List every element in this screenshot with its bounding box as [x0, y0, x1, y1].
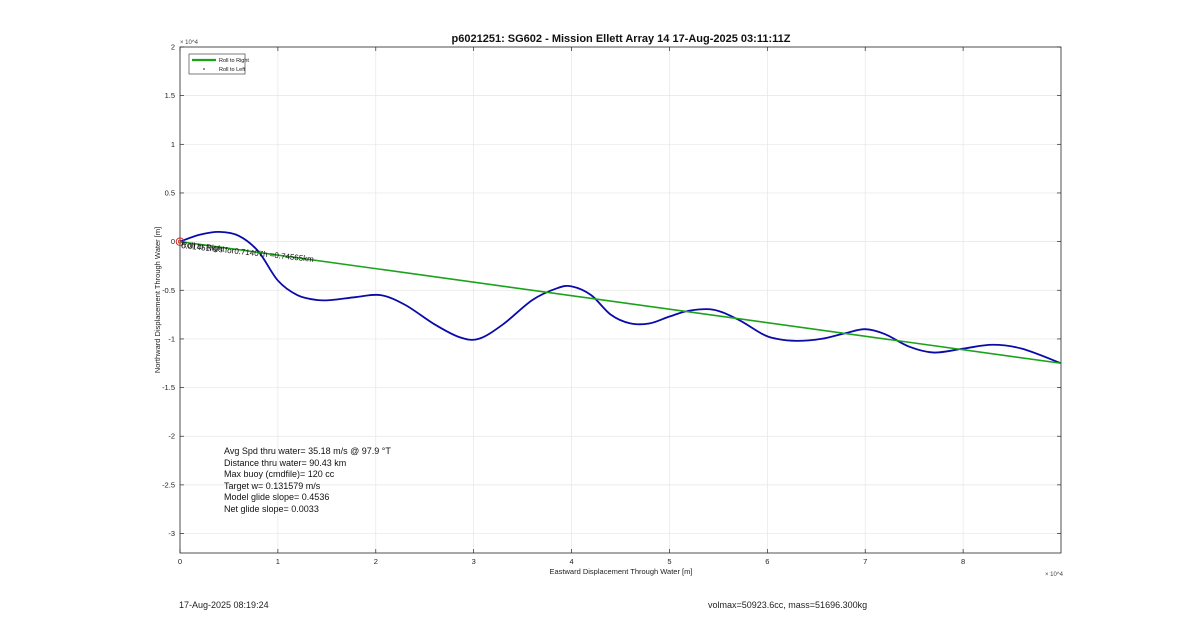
- stat-model-glide: Model glide slope= 0.4536: [224, 492, 330, 503]
- start-marker-inner: [177, 239, 182, 244]
- x-axis-label: Eastward Displacement Through Water [m]: [550, 567, 693, 576]
- y-tick-label: -2: [168, 432, 175, 441]
- y-axis-exponent: × 10^4: [180, 40, 199, 46]
- y-tick-label: 1.5: [165, 91, 175, 100]
- stat-avg-speed: Avg Spd thru water= 35.18 m/s @ 97.9 °T: [224, 446, 391, 456]
- y-tick-label: 0: [171, 237, 175, 246]
- legend: Roll to Right Roll to Left: [188, 53, 249, 75]
- stats-panel: Avg Spd thru water= 35.18 m/s @ 97.9 °T …: [224, 446, 391, 516]
- x-tick-label: 1: [276, 557, 280, 566]
- x-tick-label: 5: [667, 557, 671, 566]
- stat-max-buoy: Max buoy (cmdfile)= 120 cc: [224, 469, 335, 480]
- x-tick-label: 2: [374, 557, 378, 566]
- footer-summary: volmax=50923.6cc, mass=51696.300kg: [708, 600, 868, 610]
- axes-box: [179, 46, 1062, 554]
- y-tick-label: -1: [168, 334, 175, 343]
- series-roll-to-left-line: [179, 230, 1062, 365]
- stat-distance: Distance thru water= 90.43 km: [224, 457, 347, 468]
- x-tick-label: 7: [863, 557, 867, 566]
- y-tick-label: -0.5: [162, 286, 175, 295]
- grid-lines: [179, 46, 1061, 553]
- chart-title: p6021251: SG602 - Mission Ellett Array 1…: [452, 33, 791, 45]
- series-layer: [175, 230, 1062, 365]
- series-roll-to-right-line: [179, 240, 1062, 365]
- y-tick-label: 2: [171, 43, 175, 52]
- y-tick-label: -3: [168, 529, 175, 538]
- y-tick-label: 1: [171, 140, 175, 149]
- y-tick-label: -2.5: [162, 480, 175, 489]
- drift-annotation: 0.01451m/s for0.71407h =0.74565km: [181, 241, 315, 264]
- x-tick-label: 0: [178, 557, 182, 566]
- x-tick-label: 3: [472, 557, 476, 566]
- stat-net-glide: Net glide slope= 0.0033: [224, 503, 319, 514]
- y-tick-label: -1.5: [162, 383, 175, 392]
- x-tick-label: 6: [765, 557, 769, 566]
- start-marker: [175, 237, 185, 246]
- footer-timestamp: 17-Aug-2025 08:19:24: [179, 600, 269, 610]
- legend-swatch-roll-left: [203, 68, 205, 70]
- y-axis-label: Northward Displacement Through Water [m]: [153, 227, 162, 373]
- x-tick-label: 8: [961, 557, 965, 566]
- axis-ticks: 0 1 2 3 4 5 6 7 8 2 1.5 1 0.5 0 -0.5 -1 -1.5 -2 -2.5 -3: [162, 43, 1061, 566]
- legend-label-roll-left: Roll to Left: [219, 67, 246, 73]
- legend-label-roll-right: Roll to Right: [219, 58, 249, 64]
- stat-target-w: Target w= 0.131579 m/s: [224, 480, 321, 491]
- x-tick-label: 4: [569, 557, 573, 566]
- y-tick-label: 0.5: [165, 188, 175, 197]
- annotation-group: Roll to Right 0.01451m/s for0.71407h =0.…: [181, 240, 315, 264]
- x-axis-exponent: × 10^4: [1045, 572, 1064, 578]
